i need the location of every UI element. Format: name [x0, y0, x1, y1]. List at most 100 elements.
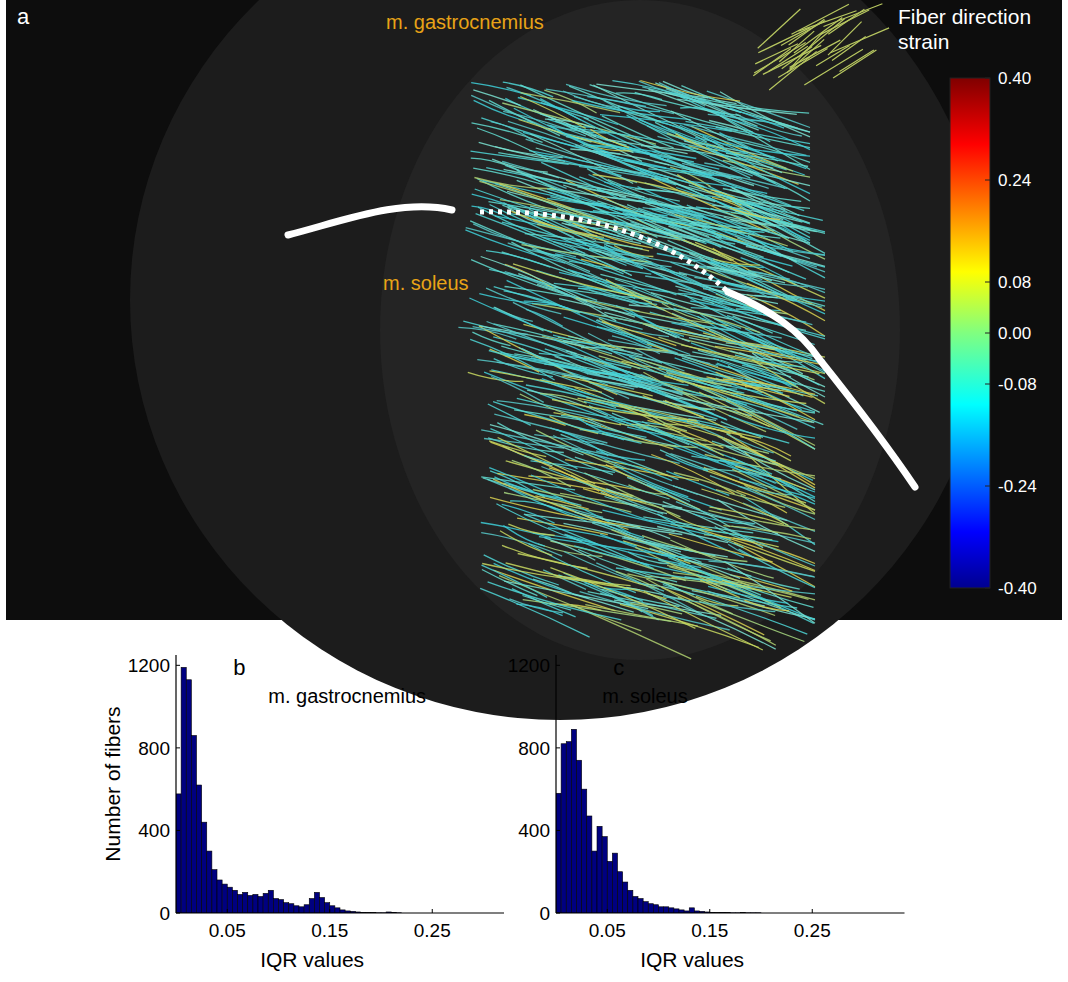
colorbar-tick — [985, 486, 990, 487]
x-tick — [227, 909, 228, 913]
histogram-bar — [212, 870, 217, 913]
fiber — [828, 9, 864, 34]
fiber — [662, 587, 765, 635]
fiber — [521, 93, 621, 113]
fiber — [832, 37, 866, 61]
histogram-bar — [669, 908, 674, 913]
fiber — [495, 147, 565, 162]
fiber — [490, 371, 603, 393]
histogram-bar — [299, 907, 304, 913]
fiber — [639, 81, 706, 99]
fiber — [616, 568, 744, 586]
x-tick — [329, 909, 330, 913]
fiber — [639, 120, 739, 157]
fiber — [710, 507, 784, 524]
fiber — [524, 301, 569, 308]
panel-title: m. gastrocnemius — [268, 685, 426, 707]
y-tick-label: 400 — [518, 820, 550, 841]
colorbar-tick-label: 0.24 — [998, 171, 1031, 190]
x-tick-label: 0.25 — [414, 920, 451, 941]
y-tick — [176, 830, 180, 831]
fiber — [650, 548, 741, 578]
fiber — [676, 134, 718, 151]
fiber — [566, 535, 701, 568]
fiber — [489, 441, 546, 457]
fiber — [692, 352, 808, 377]
x-tick-label: 0.15 — [691, 920, 728, 941]
colorbar-tick — [985, 588, 990, 589]
fiber — [657, 527, 728, 543]
figure: m. gastrocnemiusm. soleusa0.400.240.080.… — [0, 0, 1068, 982]
fiber — [513, 302, 654, 371]
fiber — [473, 168, 580, 197]
fiber — [727, 568, 799, 589]
fiber — [692, 97, 809, 113]
fiber — [798, 11, 856, 31]
fiber — [572, 101, 691, 120]
fiber — [743, 503, 815, 531]
histogram-bar — [263, 893, 268, 913]
histogram-bar — [197, 785, 202, 913]
fiber — [649, 520, 778, 542]
colorbar-title-line: strain — [898, 30, 949, 53]
fiber — [680, 125, 805, 175]
fiber — [707, 377, 790, 397]
histogram-bar — [607, 861, 612, 913]
histogram-bar — [304, 905, 309, 913]
fiber — [496, 504, 581, 542]
fiber — [716, 490, 785, 508]
fiber — [661, 555, 815, 577]
histogram-bar — [592, 851, 597, 913]
histogram-bar — [176, 794, 181, 913]
y-tick — [556, 665, 560, 666]
histogram-bar — [217, 880, 222, 913]
fiber — [479, 294, 556, 306]
fiber — [730, 167, 810, 186]
histogram-bar — [207, 851, 212, 913]
y-tick-label: 800 — [138, 738, 170, 759]
fiber — [643, 324, 710, 339]
colorbar — [950, 78, 990, 588]
fiber — [704, 163, 752, 176]
histogram-bar — [653, 905, 658, 913]
fiber — [646, 542, 702, 563]
fiber — [828, 22, 862, 56]
fiber — [605, 497, 744, 548]
histogram-bar — [253, 894, 258, 913]
fiber — [573, 594, 634, 612]
fiber — [726, 153, 808, 166]
fiber — [840, 50, 874, 71]
fiber — [707, 267, 785, 283]
fiber — [666, 471, 729, 495]
panel-c: 0.050.150.2504008001200IQR valuescm. sol… — [508, 655, 905, 971]
histogram-bar — [227, 887, 232, 913]
histogram-bar — [294, 906, 299, 913]
fiber — [740, 211, 825, 234]
fiber — [578, 419, 624, 440]
fiber — [752, 360, 825, 404]
fiber — [555, 576, 666, 599]
fiber — [519, 348, 565, 371]
muscle-label: m. soleus — [383, 272, 469, 294]
fiber — [576, 298, 729, 325]
y-tick — [556, 747, 560, 748]
fiber — [562, 376, 653, 396]
fiber — [540, 380, 616, 408]
x-tick — [432, 909, 433, 913]
y-tick — [556, 830, 560, 831]
fiber — [664, 376, 812, 422]
fiber — [482, 564, 630, 586]
fiber — [678, 290, 812, 325]
fiber — [479, 326, 585, 347]
x-axis — [556, 912, 905, 913]
fiber — [565, 244, 632, 276]
fiber — [729, 415, 816, 438]
fiber — [622, 538, 670, 549]
fiber — [673, 308, 812, 359]
fiber — [504, 493, 602, 513]
y-axis — [555, 655, 556, 913]
histogram-bar — [571, 729, 576, 913]
fiber — [626, 224, 700, 241]
fiber — [712, 235, 806, 279]
fiber — [525, 234, 643, 249]
